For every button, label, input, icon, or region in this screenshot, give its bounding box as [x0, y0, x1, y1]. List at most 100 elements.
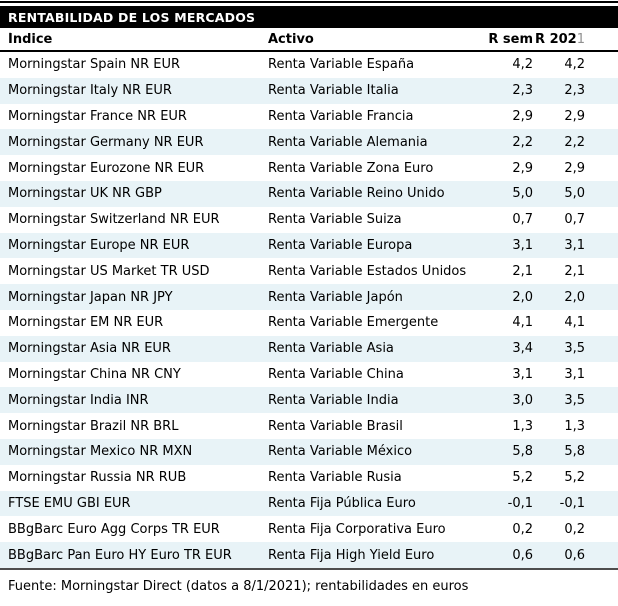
- r-sem-cell: 3,1: [512, 366, 533, 382]
- table-row: Morningstar Asia NR EUR Renta Variable A…: [0, 335, 618, 362]
- table-row: Morningstar Mexico NR MXN Renta Variable…: [0, 438, 618, 465]
- table-row: Morningstar Eurozone NR EUR Renta Variab…: [0, 155, 618, 181]
- asset-cell: Renta Variable Italia: [268, 83, 399, 99]
- r-sem-cell: 2,9: [512, 108, 533, 124]
- r-2021-cell: 2,9: [564, 108, 585, 124]
- asset-cell: Renta Variable Brasil: [268, 418, 403, 434]
- column-header-activo: Activo: [268, 31, 314, 47]
- asset-cell: Renta Fija Pública Euro: [268, 495, 416, 511]
- column-header-r-2021-suffix: 1: [576, 31, 585, 47]
- index-cell: Morningstar China NR CNY: [8, 366, 181, 382]
- index-cell: Morningstar Spain NR EUR: [8, 57, 181, 73]
- asset-cell: Renta Variable Asia: [268, 341, 394, 357]
- table-header-row: Índice Activo R sem R 2021: [0, 28, 618, 52]
- r-sem-cell: 3,1: [512, 237, 533, 253]
- index-cell: BBgBarc Pan Euro HY Euro TR EUR: [8, 547, 232, 563]
- r-sem-cell: 5,0: [512, 186, 533, 202]
- table-row: FTSE EMU GBI EUR Renta Fija Pública Euro…: [0, 490, 618, 517]
- r-2021-cell: 3,5: [564, 341, 585, 357]
- r-sem-cell: 4,2: [512, 57, 533, 73]
- r-sem-cell: 3,4: [512, 341, 533, 357]
- column-header-r-2021: R 2021: [533, 32, 585, 47]
- r-2021-cell: 2,2: [564, 134, 585, 150]
- asset-cell: Renta Variable China: [268, 366, 404, 382]
- table-row: BBgBarc Pan Euro HY Euro TR EUR Renta Fi…: [0, 542, 618, 568]
- r-sem-cell: 2,1: [512, 263, 533, 279]
- asset-cell: Renta Variable México: [268, 444, 413, 460]
- index-cell: Morningstar Eurozone NR EUR: [8, 160, 205, 176]
- r-sem-cell: 3,0: [512, 392, 533, 408]
- table-row: Morningstar UK NR GBP Renta Variable Rei…: [0, 180, 618, 207]
- r-sem-cell: 5,8: [512, 444, 533, 460]
- index-cell: Morningstar Brazil NR BRL: [8, 418, 179, 434]
- r-sem-cell: 5,2: [512, 470, 533, 486]
- r-sem-cell: 0,6: [512, 547, 533, 563]
- index-cell: Morningstar UK NR GBP: [8, 186, 162, 202]
- table-row: Morningstar Switzerland NR EUR Renta Var…: [0, 207, 618, 233]
- r-2021-cell: -0,1: [559, 495, 585, 511]
- r-2021-cell: 4,2: [564, 57, 585, 73]
- index-cell: Morningstar Germany NR EUR: [8, 134, 204, 150]
- r-2021-cell: 2,9: [564, 160, 585, 176]
- table-row: Morningstar US Market TR USD Renta Varia…: [0, 258, 618, 284]
- r-sem-cell: -0,1: [507, 495, 533, 511]
- index-cell: Morningstar Switzerland NR EUR: [8, 212, 220, 228]
- asset-cell: Renta Variable India: [268, 392, 399, 408]
- table-row: Morningstar Russia NR RUB Renta Variable…: [0, 465, 618, 491]
- markets-table: Índice Activo R sem R 2021 Morningstar S…: [0, 28, 618, 568]
- asset-cell: Renta Variable Rusia: [268, 470, 402, 486]
- table-row: Morningstar Japan NR JPY Renta Variable …: [0, 284, 618, 310]
- r-sem-cell: 2,3: [512, 83, 533, 99]
- table-body: Morningstar Spain NR EUR Renta Variable …: [0, 52, 618, 568]
- table-row: Morningstar India INR Renta Variable Ind…: [0, 387, 618, 414]
- asset-cell: Renta Fija Corporativa Euro: [268, 521, 446, 537]
- index-cell: Morningstar France NR EUR: [8, 108, 187, 124]
- table-title-bar: RENTABILIDAD DE LOS MERCADOS: [0, 6, 618, 28]
- r-sem-cell: 4,1: [512, 315, 533, 331]
- r-sem-cell: 0,2: [512, 521, 533, 537]
- table-title: RENTABILIDAD DE LOS MERCADOS: [8, 10, 256, 25]
- table-row: Morningstar Europe NR EUR Renta Variable…: [0, 232, 618, 259]
- index-cell: FTSE EMU GBI EUR: [8, 495, 131, 511]
- index-cell: Morningstar Europe NR EUR: [8, 237, 190, 253]
- index-cell: BBgBarc Euro Agg Corps TR EUR: [8, 521, 220, 537]
- r-2021-cell: 2,0: [564, 289, 585, 305]
- asset-cell: Renta Variable Estados Unidos: [268, 263, 467, 279]
- r-2021-cell: 0,2: [564, 521, 585, 537]
- index-cell: Morningstar EM NR EUR: [8, 315, 164, 331]
- r-2021-cell: 3,5: [564, 392, 585, 408]
- asset-cell: Renta Variable Emergente: [268, 315, 439, 331]
- index-cell: Morningstar Japan NR JPY: [8, 289, 173, 305]
- r-sem-cell: 2,0: [512, 289, 533, 305]
- asset-cell: Renta Variable Europa: [268, 237, 413, 253]
- table-bottom-border: [0, 567, 618, 570]
- r-sem-cell: 0,7: [512, 212, 533, 228]
- index-cell: Morningstar Russia NR RUB: [8, 470, 187, 486]
- table-row: Morningstar France NR EUR Renta Variable…: [0, 104, 618, 130]
- column-header-r-sem: R sem: [488, 31, 533, 47]
- column-header-r-2021-main: R 202: [535, 31, 577, 47]
- r-sem-cell: 2,9: [512, 160, 533, 176]
- index-cell: Morningstar Asia NR EUR: [8, 341, 171, 357]
- index-cell: Morningstar US Market TR USD: [8, 263, 210, 279]
- r-2021-cell: 3,1: [564, 366, 585, 382]
- table-top-border: [0, 1, 618, 3]
- r-2021-cell: 1,3: [564, 418, 585, 434]
- r-2021-cell: 2,1: [564, 263, 585, 279]
- r-2021-cell: 4,1: [564, 315, 585, 331]
- index-cell: Morningstar India INR: [8, 392, 149, 408]
- r-2021-cell: 5,0: [564, 186, 585, 202]
- r-sem-cell: 1,3: [512, 418, 533, 434]
- r-2021-cell: 0,6: [564, 547, 585, 563]
- r-2021-cell: 0,7: [564, 212, 585, 228]
- r-2021-cell: 5,8: [564, 444, 585, 460]
- table-row: Morningstar Brazil NR BRL Renta Variable…: [0, 413, 618, 439]
- asset-cell: Renta Variable Zona Euro: [268, 160, 434, 176]
- column-header-indice: Índice: [8, 31, 53, 47]
- table-row: BBgBarc Euro Agg Corps TR EUR Renta Fija…: [0, 516, 618, 542]
- asset-cell: Renta Variable España: [268, 57, 415, 73]
- table-row: Morningstar EM NR EUR Renta Variable Eme…: [0, 310, 618, 336]
- table-row: Morningstar Spain NR EUR Renta Variable …: [0, 52, 618, 78]
- r-sem-cell: 2,2: [512, 134, 533, 150]
- table-row: Morningstar China NR CNY Renta Variable …: [0, 362, 618, 388]
